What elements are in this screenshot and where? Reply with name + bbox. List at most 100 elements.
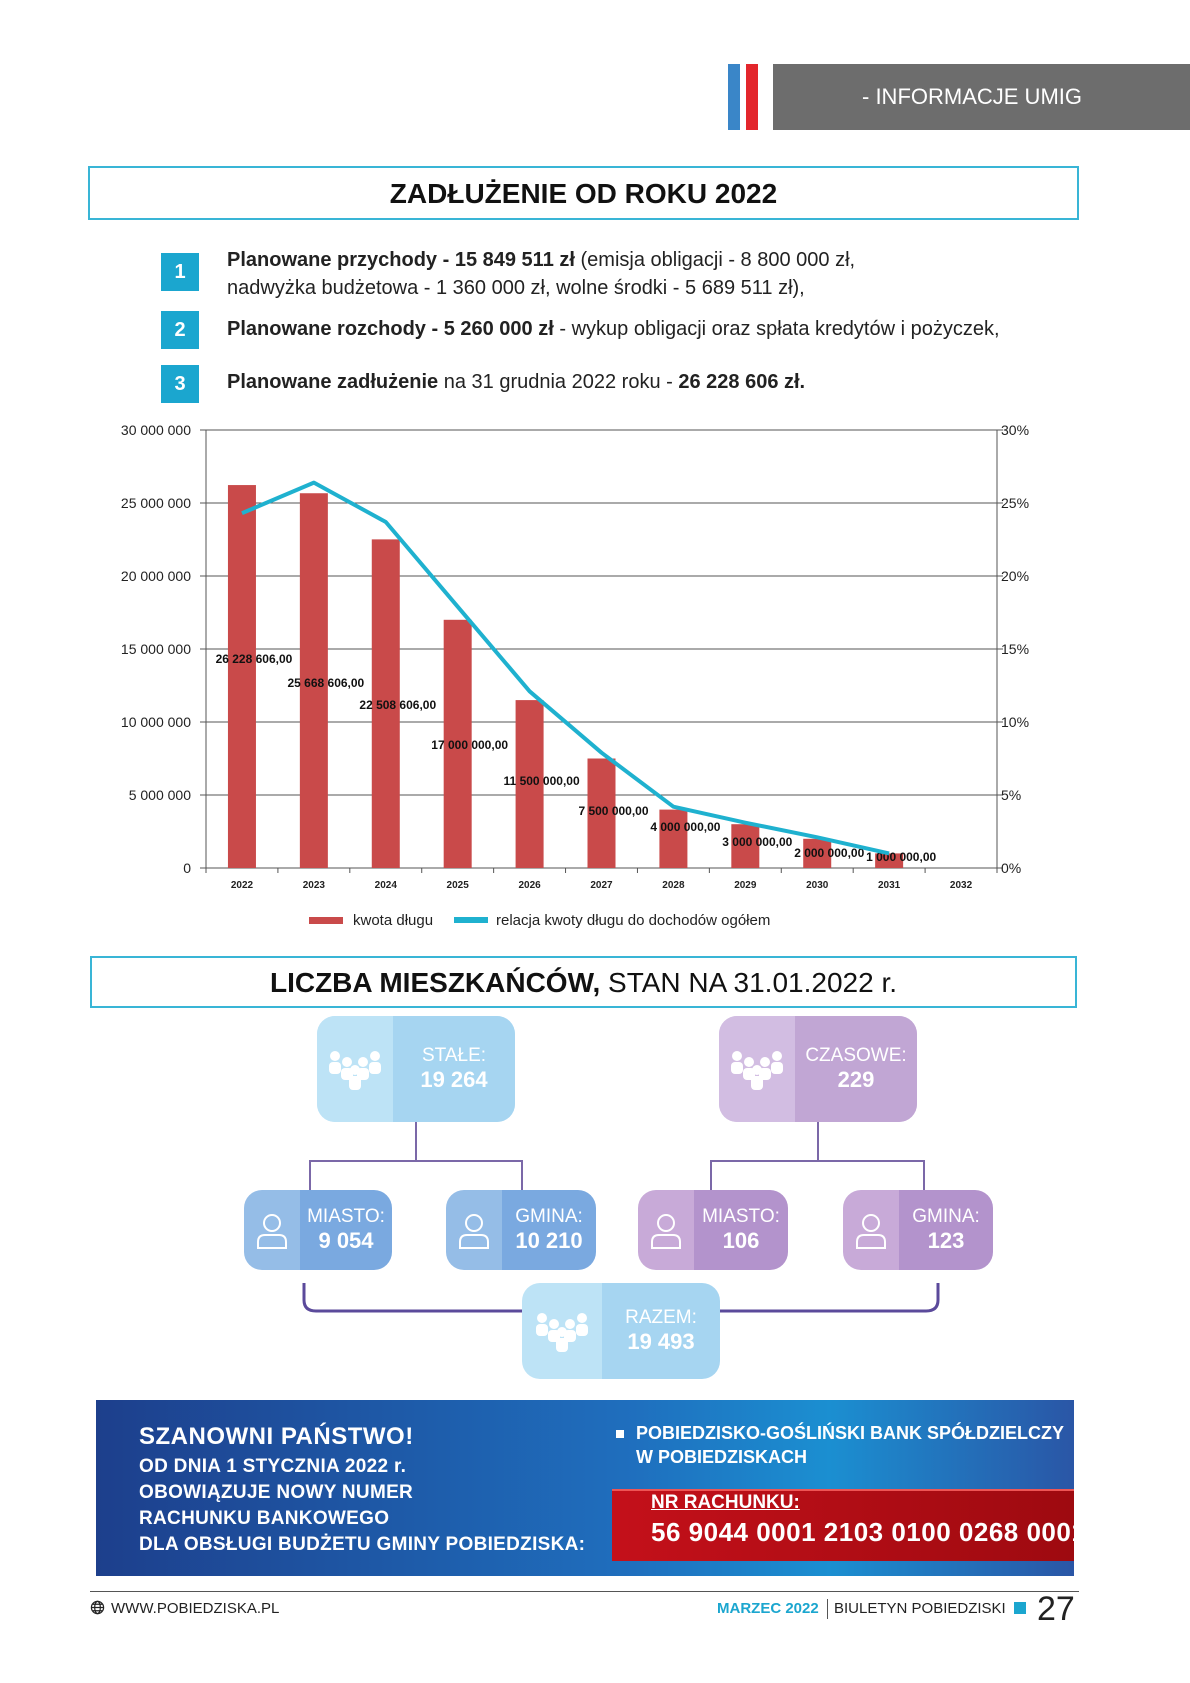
- debt-item-1: Planowane przychody - 15 849 511 zł (emi…: [227, 246, 855, 302]
- stale-box: STAŁE: 19 264: [317, 1016, 515, 1122]
- account-label: NR RACHUNKU:: [651, 1492, 800, 1513]
- item-2-rest: - wykup obligacji oraz spłata kredytów i…: [553, 318, 1000, 340]
- banner-line-4: DLA OBSŁUGI BUDŻETU GMINY POBIEDZISKA:: [139, 1534, 586, 1555]
- banner-notice: SZANOWNI PAŃSTWO! OD DNIA 1 STYCZNIA 202…: [139, 1420, 585, 1558]
- stale-gmina-label: GMINA:: [515, 1206, 583, 1227]
- banner-line-2: OBOWIĄZUJE NOWY NUMER: [139, 1482, 414, 1503]
- bar-data-label: 4 000 000,00: [650, 820, 720, 834]
- x-tick-label: 2027: [590, 880, 613, 891]
- population-title: LICZBA MIESZKAŃCÓW, STAN NA 31.01.2022 r…: [90, 956, 1077, 1008]
- bar: [803, 838, 832, 868]
- banner-title: SZANOWNI PAŃSTWO!: [139, 1423, 414, 1450]
- bar-data-label: 17 000 000,00: [431, 738, 508, 752]
- czas-gmina-box: GMINA: 123: [843, 1190, 993, 1270]
- population-title-bold: LICZBA MIESZKAŃCÓW,: [269, 967, 601, 998]
- item-1-line2: nadwyżka budżetowa - 1 360 000 zł, wolne…: [227, 277, 805, 299]
- account-box: [612, 1489, 1074, 1561]
- stale-miasto-box: MIASTO: 9 054: [244, 1190, 392, 1270]
- bar-data-label: 11 500 000,00: [504, 774, 580, 788]
- item-3-bold: Planowane zadłużenie: [227, 371, 439, 393]
- bar: [443, 619, 472, 868]
- bar-data-label: 2 000 000,00: [794, 846, 864, 860]
- bar-data-label: 22 508 606,00: [359, 698, 436, 712]
- y-left-tick-label: 25 000 000: [121, 495, 191, 511]
- bar: [659, 809, 688, 868]
- item-number-1: 1: [161, 253, 199, 291]
- x-tick-label: 2032: [950, 880, 973, 891]
- bar: [227, 485, 256, 868]
- footer-divider: [90, 1591, 1079, 1592]
- x-tick-label: 2030: [806, 880, 829, 891]
- banner-line-1: OD DNIA 1 STYCZNIA 2022 r.: [139, 1456, 407, 1477]
- footer-month: MARZEC 2022: [717, 1600, 819, 1617]
- bar: [875, 853, 904, 868]
- czasowe-box: CZASOWE: 229: [719, 1016, 917, 1122]
- bar: [587, 758, 616, 868]
- footer-website[interactable]: WWW.POBIEDZISKA.PL: [90, 1600, 279, 1619]
- person-icon: [843, 1190, 899, 1270]
- czas-miasto-label: MIASTO:: [702, 1206, 780, 1227]
- item-number-2: 2: [161, 311, 199, 349]
- x-tick-label: 2025: [447, 880, 470, 891]
- stale-gmina-value: 10 210: [515, 1228, 583, 1253]
- item-3-bold2: 26 228 606 zł.: [678, 371, 806, 393]
- y-left-tick-label: 10 000 000: [121, 714, 191, 730]
- bank-line-1: POBIEDZISKO-GOŚLIŃSKI BANK SPÓŁDZIELCZY: [636, 1423, 1065, 1443]
- stale-value: 19 264: [420, 1067, 488, 1092]
- page-number: 27: [1037, 1590, 1075, 1628]
- people-group-icon: [317, 1016, 393, 1122]
- razem-value: 19 493: [627, 1329, 695, 1354]
- person-icon: [244, 1190, 300, 1270]
- flag-blue-stripe: [728, 64, 740, 130]
- item-2-bold: Planowane rozchody - 5 260 000 zł: [227, 318, 554, 340]
- y-left-tick-label: 0: [183, 860, 191, 876]
- stale-label: STAŁE:: [421, 1045, 487, 1066]
- flag-red-stripe: [746, 64, 758, 130]
- razem-box: RAZEM: 19 493: [522, 1283, 720, 1379]
- y-right-tick-label: 15%: [1001, 641, 1029, 657]
- x-tick-label: 2028: [662, 880, 685, 891]
- y-right-tick-label: 10%: [1001, 714, 1029, 730]
- population-title-rest: STAN NA 31.01.2022 r.: [600, 967, 898, 998]
- people-group-icon: [522, 1283, 602, 1379]
- bank-line-2: W POBIEDZISKACH: [636, 1447, 807, 1467]
- legend-bar-label: kwota długu: [353, 912, 433, 929]
- czasowe-label: CZASOWE:: [805, 1045, 907, 1066]
- x-tick-label: 2022: [231, 880, 254, 891]
- footer-publication: BIULETYN POBIEDZISKI: [834, 1600, 1006, 1617]
- legend-line-swatch: [454, 917, 488, 923]
- footer-website-text: WWW.POBIEDZISKA.PL: [111, 1600, 280, 1617]
- y-left-tick-label: 20 000 000: [121, 568, 191, 584]
- bar: [371, 539, 400, 868]
- bar: [731, 824, 760, 868]
- y-right-tick-label: 30%: [1001, 422, 1029, 438]
- banner-line-3: RACHUNKU BANKOWEGO: [139, 1508, 390, 1529]
- x-tick-label: 2024: [375, 880, 398, 891]
- bullet-square-icon: [616, 1430, 624, 1439]
- stale-miasto-value: 9 054: [318, 1228, 374, 1253]
- debt-item-3: Planowane zadłużenie na 31 grudnia 2022 …: [227, 368, 805, 396]
- footer-separator: [827, 1599, 828, 1619]
- footer-square-icon: [1014, 1602, 1026, 1614]
- czas-gmina-value: 123: [927, 1228, 965, 1253]
- legend-bar-swatch: [309, 917, 343, 924]
- item-1-bold: Planowane przychody - 15 849 511 zł: [227, 249, 575, 271]
- item-3-rest: na 31 grudnia 2022 roku -: [438, 371, 679, 393]
- section-header: - INFORMACJE UMIG: [773, 64, 1190, 130]
- debt-item-2: Planowane rozchody - 5 260 000 zł - wyku…: [227, 315, 1000, 343]
- bar-data-label: 3 000 000,00: [722, 835, 792, 849]
- people-group-icon: [719, 1016, 795, 1122]
- bar-data-label: 25 668 606,00: [287, 676, 364, 690]
- x-tick-label: 2031: [878, 880, 901, 891]
- bar: [515, 700, 544, 868]
- bar-data-label: 26 228 606,00: [216, 652, 293, 666]
- x-tick-label: 2026: [518, 880, 541, 891]
- stale-gmina-box: GMINA: 10 210: [446, 1190, 596, 1270]
- razem-label: RAZEM:: [625, 1307, 697, 1328]
- bar-data-label: 7 500 000,00: [578, 804, 648, 818]
- y-right-tick-label: 5%: [1001, 787, 1021, 803]
- item-number-3: 3: [161, 365, 199, 403]
- y-left-tick-label: 15 000 000: [121, 641, 191, 657]
- account-number: 56 9044 0001 2103 0100 0268 0001: [651, 1517, 1087, 1547]
- legend-line-label: relacja kwoty długu do dochodów ogółem: [496, 912, 770, 929]
